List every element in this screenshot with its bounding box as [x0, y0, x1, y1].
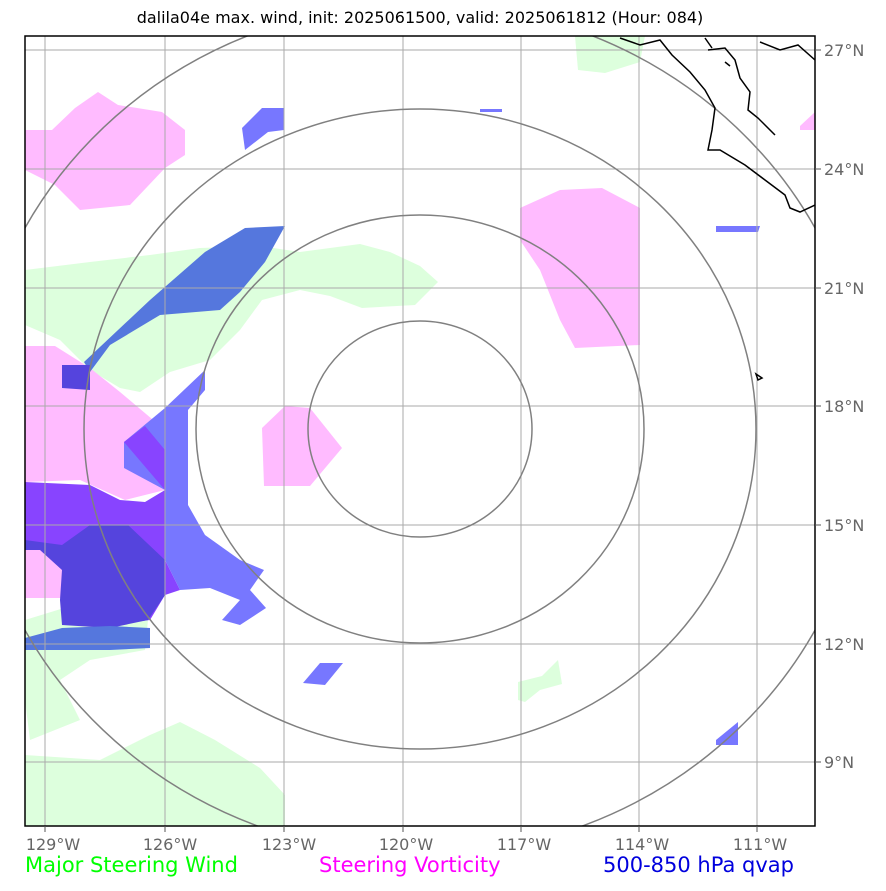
lon-tick-label: 126°W: [143, 835, 198, 854]
legend-steering-vorticity: Steering Vorticity: [319, 853, 501, 877]
graticule: [25, 36, 815, 826]
coastline: [619, 37, 815, 382]
vorticity-areas: [25, 92, 815, 598]
lat-tick-label: 9°N: [824, 753, 854, 772]
latitude-labels: 27°N 24°N 21°N 18°N 15°N 12°N 9°N: [824, 41, 864, 772]
plot-frame: [24, 35, 816, 827]
map-title: dalila04e max. wind, init: 2025061500, v…: [136, 8, 704, 27]
lon-tick-label: 120°W: [379, 835, 434, 854]
lat-tick-label: 18°N: [824, 397, 864, 416]
lon-tick-label: 114°W: [615, 835, 670, 854]
legend-qvap: 500-850 hPa qvap: [603, 853, 794, 877]
lat-tick-label: 27°N: [824, 41, 864, 60]
lat-tick-label: 21°N: [824, 279, 864, 298]
longitude-labels: 129°W 126°W 123°W 120°W 117°W 114°W 111°…: [26, 835, 788, 854]
lat-tick-label: 24°N: [824, 160, 864, 179]
lat-tick-label: 12°N: [824, 635, 864, 654]
lon-tick-label: 117°W: [497, 835, 552, 854]
lon-tick-label: 111°W: [733, 835, 788, 854]
legend-steering-wind: Major Steering Wind: [25, 853, 238, 877]
lon-tick-label: 123°W: [262, 835, 317, 854]
range-rings: [25, 36, 815, 826]
lat-tick-label: 15°N: [824, 516, 864, 535]
lon-tick-label: 129°W: [26, 835, 81, 854]
